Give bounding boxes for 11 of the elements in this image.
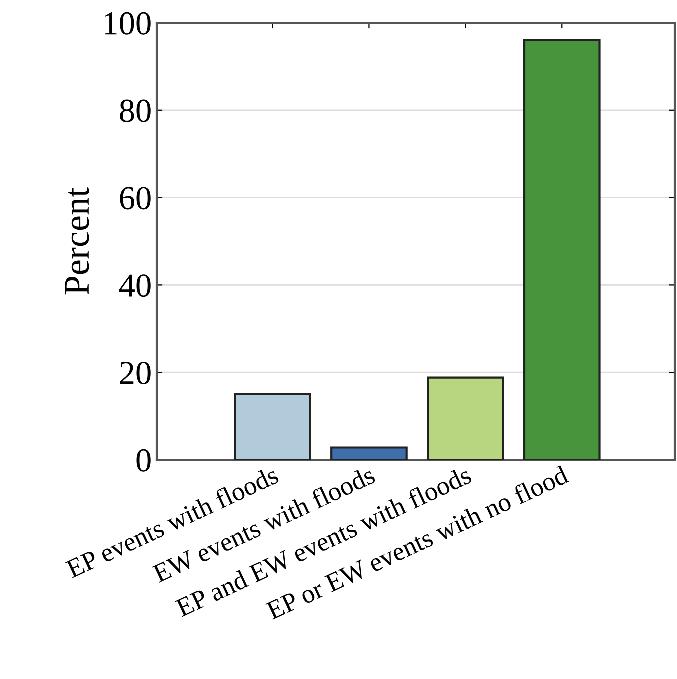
y-tick-label: 80	[120, 100, 151, 122]
y-tick-label: 100	[105, 12, 151, 35]
bar	[330, 446, 408, 460]
y-tick-label: 60	[120, 187, 151, 210]
y-axis-title: Percent	[65, 188, 90, 295]
bar	[234, 393, 312, 460]
bar	[523, 39, 601, 460]
bar	[427, 376, 504, 460]
y-tick-label: 20	[120, 362, 151, 384]
y-tick-label: 40	[119, 274, 151, 298]
y-tick-label: 0	[136, 449, 151, 472]
